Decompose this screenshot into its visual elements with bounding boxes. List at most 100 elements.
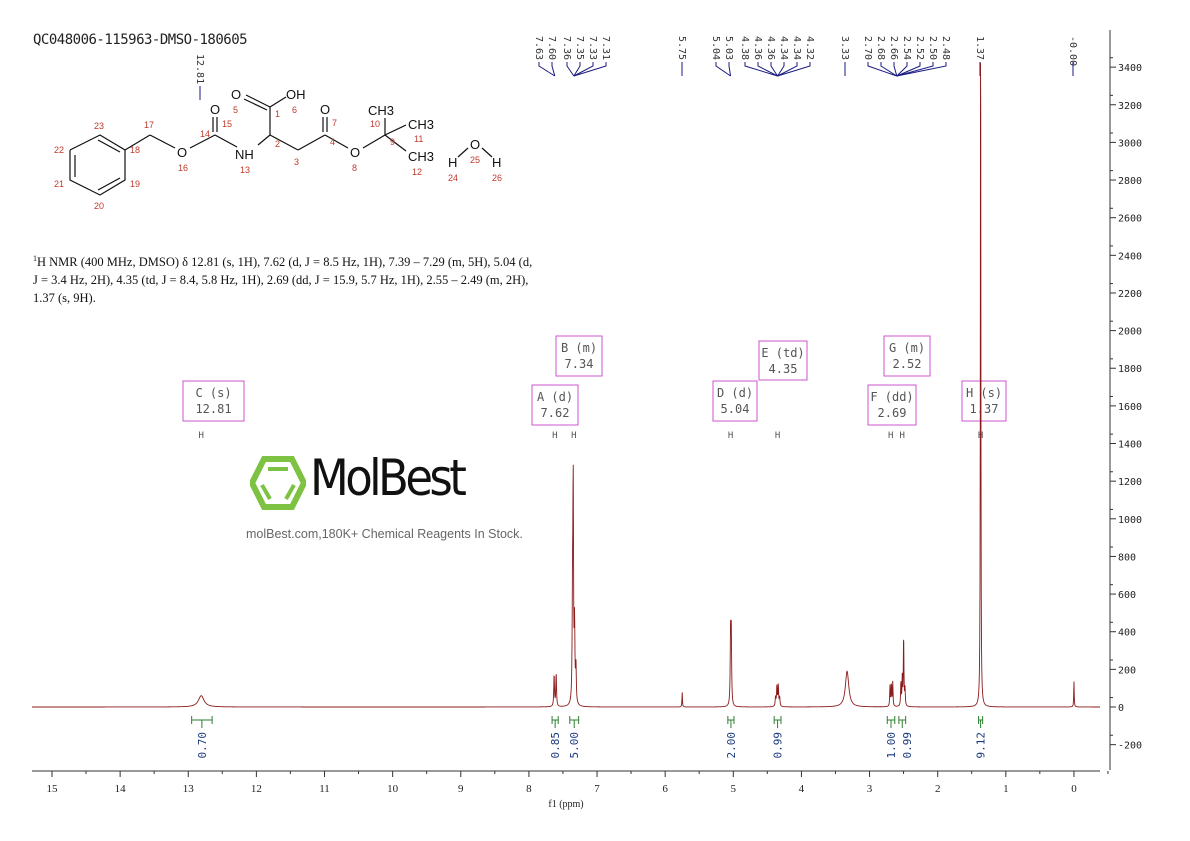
peak-shift-label: 2.66 (888, 36, 899, 60)
integral-value: 2.00 (725, 732, 738, 759)
integral-value: 0.99 (901, 732, 914, 759)
peak-shift-label: 2.54 (901, 36, 912, 60)
peak-shift-label: 7.36 (561, 36, 572, 60)
peak-shift-label: 7.35 (574, 36, 585, 60)
peak-label-line (744, 62, 778, 77)
integral-value: 1.00 (885, 732, 898, 759)
multiplet-box (555, 335, 603, 377)
y-tick-label: 1000 (1118, 515, 1142, 526)
integral-value: 0.99 (772, 732, 785, 759)
peak-label-line (538, 62, 556, 77)
peak-label-line (880, 62, 898, 77)
peak-shift-label: 2.50 (927, 36, 938, 60)
y-tick-label: 200 (1118, 665, 1136, 676)
multiplet-box (867, 384, 917, 426)
peak-shift-label: 2.68 (875, 36, 886, 60)
peak-label-line (896, 62, 934, 77)
x-tick-label: 13 (183, 783, 195, 795)
multiplet-marker: H (728, 431, 733, 441)
x-tick-label: 9 (458, 783, 464, 795)
peak-shift-label: 2.70 (862, 36, 873, 60)
peak-shift-label: 12.81 (194, 54, 205, 84)
y-tick-label: 2000 (1118, 327, 1142, 338)
integral-bar (898, 716, 907, 728)
atom-o8: O (350, 145, 360, 160)
peak-shift-label: 7.63 (533, 36, 544, 60)
y-tick-label: 2400 (1118, 251, 1142, 262)
peak-label-line (893, 62, 898, 77)
y-tick-label: 2800 (1118, 176, 1142, 187)
atom-number: 3 (294, 157, 299, 167)
peak-shift-label: 5.04 (710, 36, 721, 60)
atom-number: 5 (233, 105, 238, 115)
atom-h24: H (448, 155, 457, 170)
peak-shift-label: 4.32 (804, 36, 815, 60)
x-tick-label: 10 (387, 783, 399, 795)
peak-shift-label: -0.00 (1067, 36, 1078, 66)
x-tick-label: 11 (319, 783, 330, 795)
multiplet-shift: 7.62 (541, 406, 570, 420)
multiplet-marker: H (888, 431, 893, 441)
peak-shift-label: 4.34 (791, 36, 802, 60)
multiplet-label: H (s) (966, 386, 1002, 400)
multiplet-shift: 5.04 (721, 402, 750, 416)
x-tick-label: 15 (47, 783, 59, 795)
x-tick-label: 0 (1071, 783, 1077, 795)
multiplet-label: G (m) (889, 341, 925, 355)
x-tick-label: 7 (594, 783, 600, 795)
x-tick-label: 3 (867, 783, 873, 795)
multiplet-shift: 2.69 (878, 406, 907, 420)
chemical-structure: O OH O O CH3 CH3 CH3 O NH O H O H 1 2 3 … (54, 87, 502, 211)
multiplet-box (712, 380, 758, 422)
peak-label-line (566, 62, 575, 77)
peak-label-line (715, 62, 731, 77)
multiplet-marker: H (900, 431, 905, 441)
peak-shift-label: 4.36 (752, 36, 763, 60)
atom-number: 17 (144, 120, 154, 130)
peak-label-line (551, 62, 556, 77)
peak-shift-label: 1.37 (974, 36, 985, 60)
atom-ch3-10: CH3 (368, 103, 394, 118)
peak-label-line (573, 62, 607, 77)
atom-nh13: NH (235, 147, 254, 162)
peak-label-line (573, 62, 581, 77)
atom-number: 2 (275, 139, 280, 149)
integral-value: 5.00 (568, 732, 581, 759)
integral-bar (978, 716, 984, 728)
atom-number: 22 (54, 145, 64, 155)
multiplet-shift: 12.81 (195, 402, 231, 416)
atom-number: 23 (94, 121, 104, 131)
multiplet-box (883, 335, 931, 377)
multiplet-label: B (m) (561, 341, 597, 355)
integral-bar (551, 716, 559, 728)
y-tick-label: 3200 (1118, 101, 1142, 112)
y-tick-label: 2200 (1118, 289, 1142, 300)
atom-oh6: OH (286, 87, 306, 102)
integral-value: 9.12 (975, 732, 988, 759)
y-tick-label: 1200 (1118, 477, 1142, 488)
peak-shift-label: 7.33 (587, 36, 598, 60)
y-tick-label: -200 (1118, 741, 1142, 752)
x-tick-label: 6 (662, 783, 668, 795)
peak-shift-label: 3.33 (839, 36, 850, 60)
atom-number: 11 (414, 134, 423, 144)
multiplet-label: C (s) (195, 386, 231, 400)
atom-number: 10 (370, 119, 380, 129)
peak-shift-label: 4.36 (765, 36, 776, 60)
integral-bar (886, 716, 896, 728)
peak-label-line (867, 62, 897, 77)
spectrum-line (32, 62, 1100, 708)
x-axis-label: f1 (ppm) (548, 799, 583, 810)
integral-bar (773, 716, 782, 728)
integral-bar (191, 716, 213, 728)
x-tick-label: 5 (731, 783, 737, 795)
atom-o16: O (177, 145, 187, 160)
peak-label-line (896, 62, 947, 77)
atom-o15: O (210, 102, 220, 117)
x-tick-label: 8 (526, 783, 532, 795)
multiplet-box (758, 340, 808, 381)
x-tick-label: 12 (251, 783, 262, 795)
atom-number: 16 (178, 163, 188, 173)
peak-label-line (573, 62, 594, 77)
